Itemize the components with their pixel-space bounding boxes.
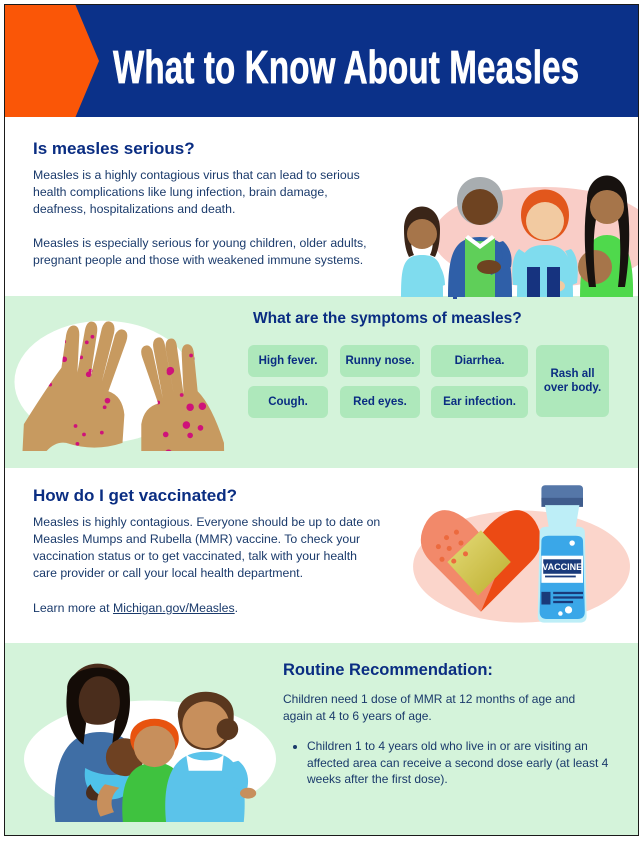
svg-text:10ml: 10ml	[543, 582, 553, 587]
svg-text:VACCINE: VACCINE	[542, 562, 582, 572]
